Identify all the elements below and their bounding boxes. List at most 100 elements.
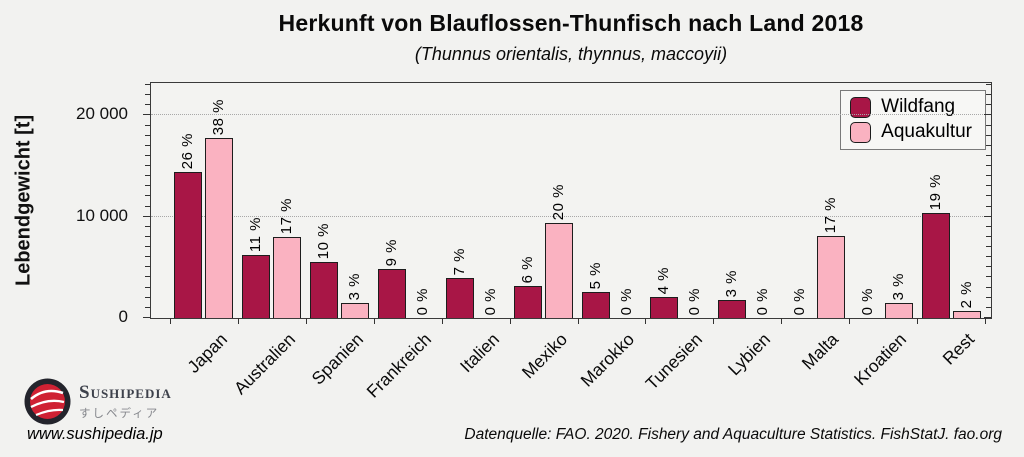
plot-area: Wildfang Aquakultur 26 % 38 % 11 % 17 % 10 %… [143, 82, 992, 324]
bar-percent-label: 17 % [821, 196, 839, 233]
x-axis-tick [849, 318, 851, 324]
bar-wildfang-mexiko [514, 286, 543, 318]
bar-percent-label: 3 % [722, 269, 740, 297]
x-axis-tick [170, 318, 171, 324]
sushipedia-logo: Sushipedia すしペディア [24, 378, 172, 425]
y-axis-minor-tick [145, 185, 150, 187]
bar-wildfang-spanien [310, 262, 339, 318]
legend-label: Wildfang [881, 96, 956, 117]
y-axis-minor-tick [986, 306, 991, 308]
y-axis-minor-tick [986, 246, 991, 248]
bar-percent-label: 3 % [889, 272, 907, 300]
sushi-logo-icon [24, 378, 71, 425]
bar-percent-label: 0 % [858, 287, 876, 315]
y-axis-minor-tick [986, 165, 991, 167]
y-axis-tick-labels: 0 10 000 20 000 [0, 83, 140, 326]
y-axis-minor-tick [145, 246, 150, 248]
x-axis-tick [713, 318, 715, 324]
bar-percent-label: 38 % [210, 98, 228, 135]
y-axis-minor-tick [145, 306, 150, 308]
y-axis-minor-tick [986, 124, 991, 126]
bar-percent-label: 10 % [315, 222, 333, 259]
y-axis-major-tick [984, 215, 991, 217]
y-axis-major-tick [984, 317, 991, 318]
bar-percent-label: 4 % [654, 266, 672, 294]
bar-percent-label: 26 % [179, 132, 197, 169]
y-axis-minor-tick [145, 175, 150, 177]
y-axis-minor-tick [145, 195, 150, 197]
y-axis-minor-tick [986, 256, 991, 258]
legend-item-wildfang: Wildfang [850, 96, 972, 118]
logo-name-japanese: すしペディア [79, 407, 160, 420]
bar-percent-label: 5 % [586, 261, 604, 289]
y-axis-minor-tick [145, 94, 150, 96]
bar-percent-label: 11 % [247, 216, 265, 252]
bar-percent-label: 19 % [926, 173, 944, 210]
chart-title: Herkunft von Blauflossen-Thunfisch nach … [278, 10, 864, 36]
x-axis-tick [781, 318, 783, 324]
y-axis-minor-tick [986, 134, 991, 136]
y-axis-minor-tick [986, 286, 991, 288]
gridline [151, 215, 991, 217]
gridline [151, 114, 991, 116]
y-axis-minor-tick [986, 266, 991, 268]
bar-percent-label: 20 % [550, 183, 568, 220]
y-axis-minor-tick [986, 94, 991, 96]
y-axis-minor-tick [986, 225, 991, 227]
bar-wildfang-rest [921, 213, 950, 318]
y-axis-minor-tick [145, 235, 150, 237]
x-axis-label-australien: Australien [229, 329, 300, 399]
y-axis-minor-tick [986, 195, 991, 197]
bar-aquakultur-mexiko [545, 223, 574, 318]
bar-wildfang-frankreich [378, 269, 407, 318]
bar-aquakultur-rest [952, 311, 981, 318]
x-axis-tick [237, 318, 239, 324]
y-axis-minor-tick [986, 205, 991, 207]
y-axis-minor-tick [145, 84, 150, 86]
bar-wildfang-marokko [581, 292, 610, 318]
bar-percent-label: 0 % [617, 287, 635, 315]
legend-label: Aquakultur [881, 121, 972, 142]
bar-percent-label: 0 % [685, 287, 703, 315]
x-axis-labels: Japan Australien Spanien Frankreich Italien M… [150, 319, 990, 423]
x-axis-tick [985, 318, 986, 324]
x-axis-tick [917, 318, 919, 324]
y-axis-minor-tick [145, 296, 150, 298]
y-axis-minor-tick [986, 104, 991, 106]
y-axis-minor-tick [145, 205, 150, 207]
y-axis-minor-tick [145, 154, 150, 156]
site-url: www.sushipedia.jp [27, 425, 163, 443]
bar-percent-label: 3 % [346, 272, 364, 300]
bar-percent-label: 9 % [383, 238, 401, 266]
bar-aquakultur-japan [205, 138, 234, 318]
y-axis-minor-tick [145, 124, 150, 126]
bar-percent-label: 17 % [278, 197, 296, 234]
x-axis-tick [645, 318, 647, 324]
y-axis-major-tick [143, 215, 150, 217]
y-axis-minor-tick [145, 165, 150, 167]
chart-header: Herkunft von Blauflossen-Thunfisch nach … [150, 10, 992, 65]
y-axis-minor-tick [986, 276, 991, 278]
y-axis-minor-tick [986, 84, 991, 86]
x-axis-tick [441, 318, 443, 324]
legend-item-aquakultur: Aquakultur [850, 121, 972, 143]
bar-wildfang-tunesien [649, 297, 678, 318]
y-tick-label: 20 000 [76, 104, 128, 124]
bar-wildfang-lybien [717, 300, 746, 318]
y-axis-minor-tick [145, 144, 150, 146]
x-axis-tick [373, 318, 375, 324]
y-tick-label: 10 000 [76, 205, 128, 225]
y-axis-minor-tick [986, 154, 991, 156]
x-axis-tick [577, 318, 579, 324]
bar-wildfang-italien [446, 278, 475, 318]
logo-name: Sushipedia [79, 381, 172, 403]
x-axis-label-spanien: Spanien [307, 329, 367, 389]
y-axis-minor-tick [145, 276, 150, 278]
y-axis-minor-tick [986, 185, 991, 187]
y-axis-minor-tick [145, 266, 150, 268]
bar-aquakultur-malta [816, 236, 845, 318]
bar-percent-label: 0 % [753, 287, 771, 315]
y-axis-major-tick [984, 114, 991, 116]
bar-percent-label: 0 % [414, 287, 432, 315]
bar-percent-label: 6 % [519, 255, 537, 283]
